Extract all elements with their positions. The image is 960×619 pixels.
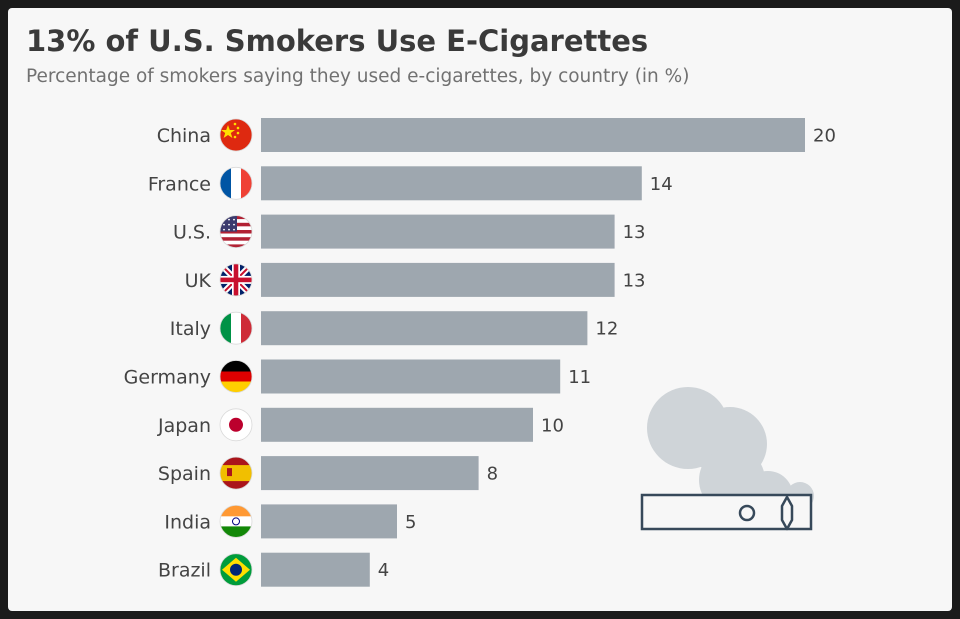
bar-germany <box>261 359 561 394</box>
bar-china <box>261 118 805 152</box>
flag-china-icon <box>219 118 253 152</box>
bar-france <box>261 166 642 201</box>
flag-france-icon <box>219 166 253 200</box>
value-label: 20 <box>813 126 836 147</box>
chart-card: 13% of U.S. Smokers Use E-Cigarettes Per… <box>8 8 952 611</box>
bar-uk <box>261 262 615 297</box>
bar-italy <box>261 311 588 346</box>
value-label: 11 <box>568 367 591 388</box>
bar-chart: China 20 France 14 U.S. 13 UK 13 Italy 12 Germany 1… <box>124 118 836 587</box>
value-label: 14 <box>650 174 673 195</box>
bar-brazil <box>261 552 370 587</box>
category-label: U.S. <box>173 222 211 244</box>
flag-spain-icon <box>219 456 253 490</box>
flag-japan-icon <box>219 408 253 442</box>
category-label: Germany <box>124 367 211 389</box>
category-label: China <box>157 125 211 147</box>
chart-title: 13% of U.S. Smokers Use E-Cigarettes <box>26 24 649 58</box>
category-label: Spain <box>158 463 211 485</box>
bar-spain <box>261 456 479 491</box>
value-label: 10 <box>541 415 564 436</box>
value-label: 8 <box>487 464 498 485</box>
category-label: France <box>148 173 211 195</box>
category-label: UK <box>185 270 212 292</box>
category-label: Italy <box>170 318 211 340</box>
flag-germany-icon <box>219 360 253 393</box>
category-label: Brazil <box>158 560 211 582</box>
flag-us-icon <box>219 215 253 249</box>
category-label: Japan <box>157 415 211 437</box>
flag-india-icon <box>219 505 253 538</box>
value-label: 4 <box>378 560 389 581</box>
value-label: 5 <box>405 512 416 533</box>
value-label: 13 <box>623 222 646 243</box>
flag-italy-icon <box>219 311 253 345</box>
bar-u-s <box>261 214 615 249</box>
bar-india <box>261 504 397 539</box>
flag-brazil-icon <box>219 553 253 587</box>
flag-uk-icon <box>219 263 253 297</box>
category-label: India <box>164 511 211 533</box>
bar-japan <box>261 407 533 442</box>
value-label: 12 <box>595 319 618 340</box>
value-label: 13 <box>623 270 646 291</box>
e-cigarette-icon <box>640 387 814 531</box>
chart-subtitle: Percentage of smokers saying they used e… <box>26 66 690 87</box>
